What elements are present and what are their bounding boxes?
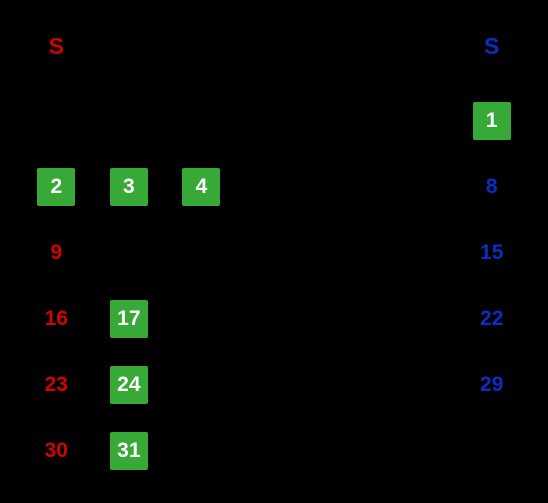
- calendar-day-cell[interactable]: 13: [310, 232, 383, 274]
- calendar-day-cell[interactable]: 9: [20, 232, 93, 274]
- calendar-week-row: 23 24 25 26 27 28 29: [20, 364, 528, 406]
- calendar-day-number: 14: [400, 234, 438, 272]
- weekday-header: S: [20, 30, 93, 62]
- calendar-day-number: 26: [255, 366, 293, 404]
- calendar-day-number: 30: [37, 432, 75, 470]
- calendar-day-number: 10: [110, 234, 148, 272]
- calendar-day-cell[interactable]: [310, 100, 383, 142]
- calendar-day-cell[interactable]: 10: [93, 232, 166, 274]
- calendar-day-cell[interactable]: [310, 430, 383, 472]
- calendar-day-cell[interactable]: [455, 430, 528, 472]
- calendar-day-cell[interactable]: 20: [310, 298, 383, 340]
- calendar-day-cell[interactable]: [165, 430, 238, 472]
- calendar-day-cell[interactable]: 11: [165, 232, 238, 274]
- calendar-week-row: 16 17 18 19 20 21 22: [20, 298, 528, 340]
- calendar-day-number: 8: [473, 168, 511, 206]
- calendar-day-cell[interactable]: [93, 100, 166, 142]
- calendar-day-number: 25: [182, 366, 220, 404]
- calendar-day-cell[interactable]: 5: [238, 166, 311, 208]
- calendar-day-cell[interactable]: 2: [20, 166, 93, 208]
- calendar: SMTWTFS 12345678910111213141516171819202…: [20, 30, 528, 472]
- calendar-day-number: 18: [182, 300, 220, 338]
- weekday-header: S: [455, 30, 528, 62]
- weekday-header: T: [165, 30, 238, 62]
- calendar-day-cell[interactable]: 30: [20, 430, 93, 472]
- calendar-weeks: 1234567891011121314151617181920212223242…: [20, 100, 528, 472]
- calendar-day-number: 21: [400, 300, 438, 338]
- calendar-day-number: 17: [110, 300, 148, 338]
- calendar-day-number: 4: [182, 168, 220, 206]
- calendar-day-number: 6: [328, 168, 366, 206]
- weekday-header: M: [93, 30, 166, 62]
- calendar-day-number: 11: [182, 234, 220, 272]
- calendar-day-number: 13: [328, 234, 366, 272]
- calendar-day-cell[interactable]: 21: [383, 298, 456, 340]
- calendar-day-cell[interactable]: 14: [383, 232, 456, 274]
- calendar-week-row: 30 31: [20, 430, 528, 472]
- calendar-day-number: 2: [37, 168, 75, 206]
- calendar-day-number: 24: [110, 366, 148, 404]
- calendar-day-cell[interactable]: [238, 100, 311, 142]
- calendar-day-cell[interactable]: 15: [455, 232, 528, 274]
- calendar-day-number: 22: [473, 300, 511, 338]
- calendar-day-number: 28: [400, 366, 438, 404]
- calendar-day-number: 19: [255, 300, 293, 338]
- calendar-day-cell[interactable]: [383, 100, 456, 142]
- calendar-day-cell[interactable]: 16: [20, 298, 93, 340]
- calendar-day-cell[interactable]: 7: [383, 166, 456, 208]
- calendar-day-cell[interactable]: 31: [93, 430, 166, 472]
- weekday-header: F: [383, 30, 456, 62]
- weekday-header-row: SMTWTFS: [20, 30, 528, 62]
- calendar-day-cell[interactable]: [165, 100, 238, 142]
- calendar-day-cell[interactable]: 4: [165, 166, 238, 208]
- calendar-day-cell[interactable]: 24: [93, 364, 166, 406]
- calendar-day-cell[interactable]: 17: [93, 298, 166, 340]
- calendar-week-row: 9 10 11 12 13 14 15: [20, 232, 528, 274]
- calendar-day-cell[interactable]: 8: [455, 166, 528, 208]
- calendar-day-cell[interactable]: 26: [238, 364, 311, 406]
- weekday-header: W: [238, 30, 311, 62]
- calendar-day-cell[interactable]: 28: [383, 364, 456, 406]
- calendar-week-row: 1: [20, 100, 528, 142]
- calendar-day-cell[interactable]: 22: [455, 298, 528, 340]
- calendar-week-row: 2345678: [20, 166, 528, 208]
- calendar-day-cell[interactable]: 23: [20, 364, 93, 406]
- calendar-day-cell[interactable]: 25: [165, 364, 238, 406]
- calendar-day-cell[interactable]: [238, 430, 311, 472]
- calendar-day-number: 9: [37, 234, 75, 272]
- calendar-day-number: 31: [110, 432, 148, 470]
- calendar-day-number: 3: [110, 168, 148, 206]
- calendar-day-cell[interactable]: [383, 430, 456, 472]
- calendar-day-number: 23: [37, 366, 75, 404]
- calendar-day-number: 16: [37, 300, 75, 338]
- calendar-day-number: 27: [328, 366, 366, 404]
- calendar-day-number: 15: [473, 234, 511, 272]
- calendar-day-number: 12: [255, 234, 293, 272]
- calendar-day-cell[interactable]: 1: [455, 100, 528, 142]
- calendar-day-cell[interactable]: 18: [165, 298, 238, 340]
- calendar-day-cell[interactable]: 6: [310, 166, 383, 208]
- calendar-day-number: 5: [255, 168, 293, 206]
- calendar-day-cell[interactable]: 3: [93, 166, 166, 208]
- calendar-day-cell[interactable]: 29: [455, 364, 528, 406]
- calendar-day-number: 7: [400, 168, 438, 206]
- weekday-header: T: [310, 30, 383, 62]
- calendar-day-cell[interactable]: 12: [238, 232, 311, 274]
- calendar-day-cell[interactable]: 27: [310, 364, 383, 406]
- calendar-day-number: 29: [473, 366, 511, 404]
- calendar-day-cell[interactable]: [20, 100, 93, 142]
- calendar-day-cell[interactable]: 19: [238, 298, 311, 340]
- calendar-day-number: 20: [328, 300, 366, 338]
- calendar-day-number: 1: [473, 102, 511, 140]
